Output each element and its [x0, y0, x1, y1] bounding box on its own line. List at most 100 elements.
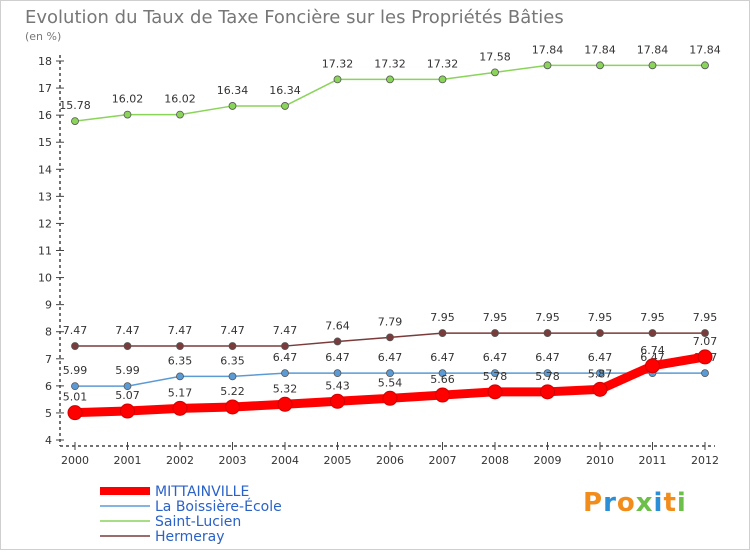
data-label: 7.79: [378, 315, 403, 328]
data-label: 7.64: [325, 319, 350, 332]
data-point: [648, 329, 657, 337]
data-point: [176, 110, 184, 119]
data-label: 6.47: [483, 351, 508, 364]
data-point: [281, 369, 289, 378]
y-tick-label: 5: [45, 407, 52, 420]
data-point: [71, 342, 79, 350]
data-label: 6.47: [273, 351, 298, 364]
data-label: 17.32: [374, 57, 406, 70]
data-label: 5.99: [63, 364, 88, 377]
data-label: 5.17: [168, 386, 193, 399]
data-point: [596, 369, 604, 378]
logo-letter: P: [583, 488, 604, 518]
data-label: 7.95: [483, 311, 508, 324]
x-tick-label: 2004: [271, 454, 299, 467]
series-hermeray: 7.47 7.47 7.47 7.47 7.47 7.64 7.79 7.95 7.95 7.95…: [63, 311, 718, 350]
data-label: 17.84: [584, 43, 616, 56]
data-point: [543, 369, 552, 378]
data-point: [382, 390, 398, 406]
y-tick-label: 9: [45, 299, 52, 312]
data-label: 6.74: [640, 344, 665, 357]
data-point: [543, 329, 552, 337]
data-point: [67, 405, 83, 421]
data-label: 5.99: [115, 364, 140, 377]
series-la-boissi-re-cole: 5.99 5.99 6.35 6.35 6.47 6.47 6.47 6.47 6.47 6.47…: [63, 351, 717, 391]
series-layer: 5.99 5.99 6.35 6.35 6.47 6.47 6.47 6.47 6.47 6.47…: [59, 43, 721, 421]
data-point: [333, 369, 342, 378]
logo-letter: r: [603, 488, 617, 518]
data-point: [123, 110, 132, 119]
data-label: 7.07: [693, 335, 718, 348]
chart-title: Evolution du Taux de Taxe Foncière sur l…: [25, 7, 564, 28]
data-label: 17.84: [637, 43, 669, 56]
data-label: 5.32: [273, 382, 298, 395]
data-point: [386, 369, 394, 378]
data-label: 7.95: [430, 311, 455, 324]
y-tick-label: 8: [45, 326, 52, 339]
data-label: 7.95: [693, 311, 718, 324]
data-point: [596, 61, 604, 70]
data-label: 5.78: [483, 370, 508, 383]
data-label: 17.32: [427, 57, 459, 70]
y-tick-label: 6: [45, 380, 52, 393]
legend-label: Hermeray: [155, 529, 225, 545]
data-label: 6.47: [588, 351, 613, 364]
data-label: 5.54: [378, 376, 403, 389]
data-label: 6.47: [325, 351, 350, 364]
data-point: [648, 61, 657, 70]
data-label: 17.84: [689, 43, 721, 56]
logo-letter: x: [635, 488, 654, 518]
data-point: [123, 342, 132, 350]
x-tick-label: 2002: [166, 454, 194, 467]
x-tick-label: 2006: [376, 454, 404, 467]
data-point: [438, 75, 447, 84]
logo-letter: t: [663, 488, 677, 518]
logo-letter: i: [676, 488, 687, 518]
data-label: 5.22: [220, 385, 245, 398]
series-mittainville: 5.01 5.07 5.17 5.22 5.32 5.43 5.54 5.66 5.78 5.78…: [63, 335, 718, 421]
data-point: [645, 358, 660, 374]
x-tick-label: 2012: [691, 454, 719, 467]
data-label: 15.78: [59, 99, 91, 112]
data-label: 17.32: [322, 57, 354, 70]
x-tick-label: 2008: [481, 454, 509, 467]
x-tick-label: 2009: [534, 454, 562, 467]
data-point: [281, 102, 289, 110]
data-point: [491, 369, 499, 378]
data-point: [228, 372, 237, 381]
data-point: [592, 381, 608, 397]
logo-letter: o: [616, 488, 636, 518]
legend-label: Saint-Lucien: [155, 514, 241, 530]
data-point: [228, 102, 237, 110]
data-label: 5.01: [63, 391, 88, 404]
y-tick-label: 12: [38, 217, 52, 230]
logo-letter: i: [653, 488, 664, 518]
data-label: 5.87: [588, 367, 613, 380]
y-tick-label: 16: [38, 109, 52, 122]
y-tick-label: 14: [38, 163, 52, 176]
data-point: [701, 369, 709, 378]
proxiti-logo: Proxiti: [583, 488, 687, 518]
data-point: [491, 68, 499, 77]
data-label: 5.66: [430, 373, 455, 386]
data-point: [330, 393, 345, 409]
data-point: [225, 399, 240, 415]
y-tick-label: 18: [38, 55, 52, 68]
data-point: [596, 329, 604, 337]
data-point: [123, 382, 132, 391]
data-label: 6.47: [378, 351, 403, 364]
legend-label: La Boissière-École: [155, 498, 282, 515]
y-tick-label: 11: [38, 245, 52, 258]
x-tick-label: 2001: [114, 454, 142, 467]
data-point: [228, 342, 237, 350]
data-point: [487, 384, 503, 400]
x-tick-label: 2005: [324, 454, 352, 467]
axes: 4 5 6 7 8 9 10 11 12 13 14 15 16 17 18 2000 2001 2002 2003…: [38, 55, 719, 467]
data-point: [281, 342, 289, 350]
data-point: [697, 349, 713, 365]
data-point: [333, 75, 342, 84]
y-tick-label: 7: [45, 353, 52, 366]
